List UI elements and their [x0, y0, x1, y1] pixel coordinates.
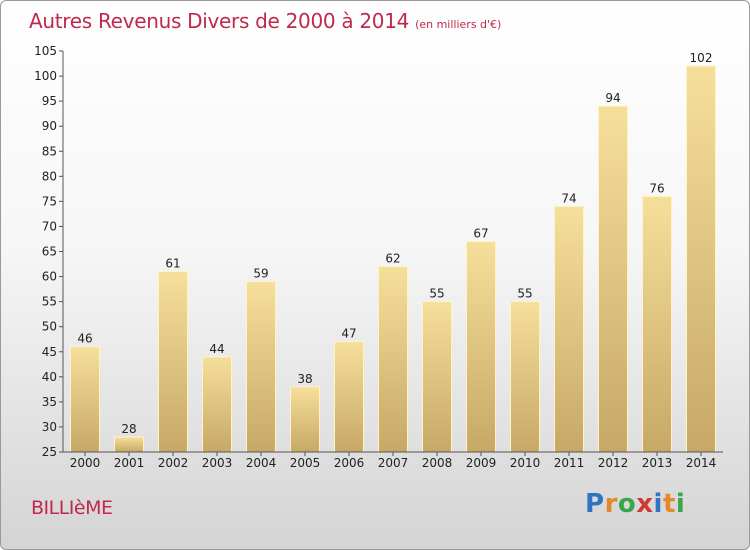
- y-axis: 25 30 35 40 45 50 55 60 65 70 75 80 85 90 95 100 105: [34, 44, 64, 459]
- bar-value-label: 44: [209, 342, 224, 356]
- bar-2003: [202, 356, 232, 453]
- bar-2002: [158, 271, 188, 453]
- logo-letter: t: [662, 489, 676, 519]
- logo-letter: P: [585, 489, 605, 519]
- title-text: Autres Revenus Divers de 2000 à 2014: [29, 9, 410, 33]
- bar-value-label: 38: [297, 372, 312, 386]
- bar-2004: [246, 281, 276, 453]
- y-tick-label: 75: [42, 194, 57, 208]
- logo-letter: i: [675, 489, 686, 519]
- bar-2009: [466, 241, 496, 453]
- x-tick-label: 2005: [290, 456, 321, 470]
- bar-value-label: 102: [690, 51, 713, 65]
- y-tick-label: 60: [42, 270, 57, 284]
- bar-2000: [70, 346, 100, 453]
- x-tick-label: 2004: [246, 456, 277, 470]
- y-tick-label: 90: [42, 119, 57, 133]
- bar-2013: [642, 195, 672, 453]
- bar-value-label: 62: [385, 252, 400, 266]
- bar-value-label: 74: [561, 191, 576, 205]
- x-tick-label: 2012: [598, 456, 629, 470]
- bar-value-label: 67: [473, 227, 488, 241]
- x-tick-label: 2007: [378, 456, 409, 470]
- bar-2008: [422, 301, 452, 453]
- bar-value-label: 94: [605, 91, 620, 105]
- bar-value-label: 55: [517, 287, 532, 301]
- bar-2012: [598, 105, 628, 453]
- bar-value-label: 61: [165, 257, 180, 271]
- bar-2011: [554, 205, 584, 453]
- bar-value-label: 55: [429, 287, 444, 301]
- logo-letter: r: [604, 489, 618, 519]
- y-tick-label: 80: [42, 169, 57, 183]
- y-tick-label: 70: [42, 219, 57, 233]
- y-tick-label: 85: [42, 144, 57, 158]
- x-tick-label: 2008: [422, 456, 453, 470]
- y-tick-label: 30: [42, 420, 57, 434]
- bar-2005: [290, 386, 320, 453]
- x-tick-label: 2010: [510, 456, 541, 470]
- x-tick-label: 2014: [686, 456, 717, 470]
- y-tick-label: 50: [42, 320, 57, 334]
- y-tick-label: 105: [34, 44, 57, 58]
- bar-value-label: 47: [341, 327, 356, 341]
- y-tick-label: 40: [42, 370, 57, 384]
- x-tick-label: 2013: [642, 456, 673, 470]
- x-tick-label: 2006: [334, 456, 365, 470]
- y-tick-label: 65: [42, 245, 57, 259]
- logo-letter: x: [636, 489, 654, 519]
- bar-value-label: 59: [253, 267, 268, 281]
- y-tick-label: 25: [42, 445, 57, 459]
- y-tick-label: 100: [34, 69, 57, 83]
- y-tick-label: 55: [42, 295, 57, 309]
- bar-value-label: 28: [121, 422, 136, 436]
- bar-2007: [378, 266, 408, 453]
- x-tick-label: 2003: [202, 456, 233, 470]
- x-tick-label: 2002: [158, 456, 189, 470]
- bar-value-label: 76: [649, 181, 664, 195]
- logo-letter: i: [653, 489, 663, 519]
- bar-2010: [510, 301, 540, 453]
- x-axis: 2000 2001 2002 2003 2004 2005 2006 2007 2008 2009…: [63, 451, 723, 470]
- proxiti-logo[interactable]: Proxiti: [585, 489, 685, 519]
- chart-title: Autres Revenus Divers de 2000 à 2014 (en …: [29, 9, 501, 33]
- bars-group: 46 28 61 44 59 38 47 62 55 67 55 74 94 76 102: [70, 51, 716, 453]
- bar-value-label: 46: [77, 332, 92, 346]
- x-tick-label: 2000: [70, 456, 101, 470]
- commune-name: BILLIèME: [31, 497, 113, 519]
- bar-2001: [114, 436, 144, 453]
- y-tick-label: 45: [42, 345, 57, 359]
- x-tick-label: 2001: [114, 456, 145, 470]
- bar-2014: [686, 65, 716, 453]
- x-tick-label: 2011: [554, 456, 585, 470]
- chart-subtitle: (en milliers d'€): [415, 18, 502, 31]
- logo-letter: o: [617, 489, 637, 519]
- x-tick-label: 2009: [466, 456, 497, 470]
- bar-2006: [334, 341, 364, 453]
- y-tick-label: 95: [42, 94, 57, 108]
- y-tick-label: 35: [42, 395, 57, 409]
